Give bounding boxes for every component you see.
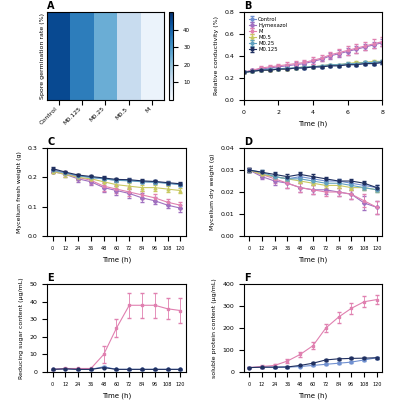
Legend: Control, Hymexazol, M, M0.5, M0.25, M0.125: Control, Hymexazol, M, M0.5, M0.25, M0.1… — [246, 15, 289, 54]
Text: B: B — [244, 1, 251, 11]
X-axis label: Time (h): Time (h) — [102, 392, 131, 399]
Y-axis label: Mycelium fresh weight (g): Mycelium fresh weight (g) — [17, 151, 22, 233]
Text: D: D — [244, 137, 252, 147]
Y-axis label: Relative conductivity (%): Relative conductivity (%) — [214, 16, 219, 96]
X-axis label: Time (h): Time (h) — [298, 392, 327, 399]
Text: A: A — [47, 1, 55, 11]
Y-axis label: Spore germination rate (%): Spore germination rate (%) — [39, 13, 45, 99]
Y-axis label: Mycelium dry weight (g): Mycelium dry weight (g) — [210, 154, 215, 230]
X-axis label: Time (h): Time (h) — [298, 256, 327, 263]
Text: F: F — [244, 274, 251, 284]
Y-axis label: soluble protein content (μg/mL): soluble protein content (μg/mL) — [212, 278, 217, 378]
X-axis label: Time (h): Time (h) — [298, 120, 327, 126]
Text: E: E — [47, 274, 54, 284]
Text: C: C — [47, 137, 54, 147]
X-axis label: Time (h): Time (h) — [102, 256, 131, 263]
Y-axis label: Reducing sugar content (μg/mL): Reducing sugar content (μg/mL) — [19, 277, 24, 379]
